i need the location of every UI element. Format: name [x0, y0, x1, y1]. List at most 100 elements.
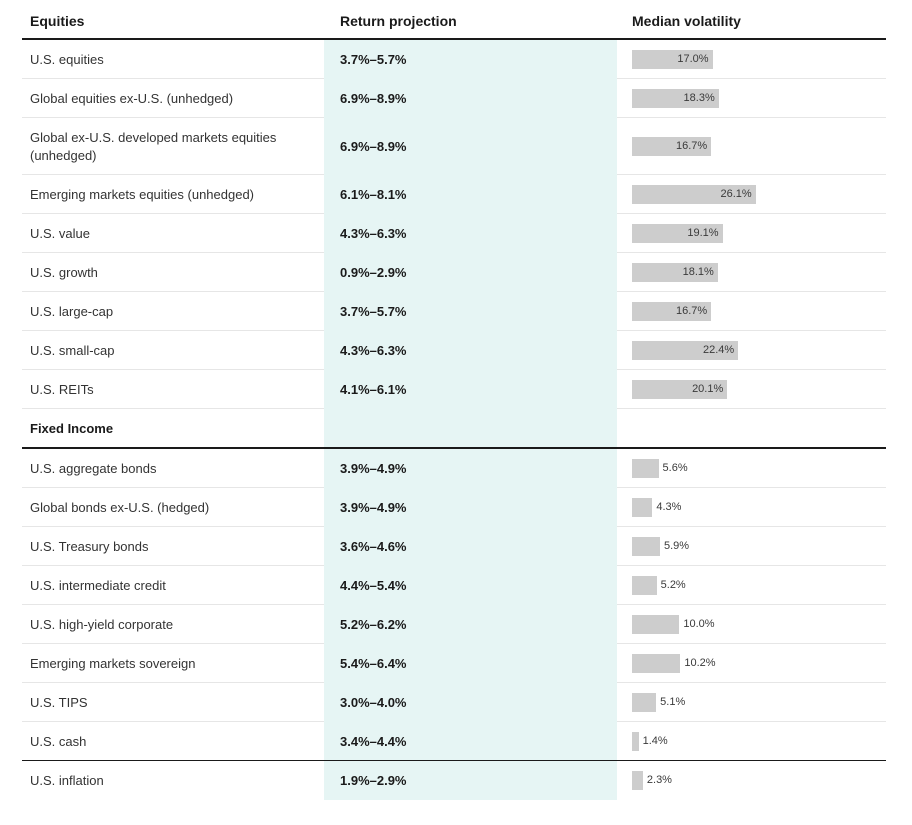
asset-label: U.S. TIPS [30, 694, 88, 710]
asset-label: U.S. value [30, 225, 90, 241]
volatility-cell: 2.3% [632, 761, 672, 800]
row-separator [617, 487, 886, 488]
volatility-label: 19.1% [687, 227, 719, 239]
table-row: U.S. intermediate credit 4.4%–5.4% 5.2% [22, 566, 886, 605]
return-projection-value: 1.9%–2.9% [340, 773, 407, 788]
row-separator [22, 174, 324, 175]
return-projection-value: 6.9%–8.9% [340, 91, 407, 106]
row-separator [617, 213, 886, 214]
return-projection-value: 0.9%–2.9% [340, 265, 407, 280]
row-separator [617, 643, 886, 644]
volatility-cell: 1.4% [632, 722, 668, 761]
volatility-bar: 26.1% [632, 185, 756, 204]
table-row: U.S. inflation 1.9%–2.9% 2.3% [22, 761, 886, 800]
row-separator [617, 78, 886, 79]
table-row: U.S. high-yield corporate 5.2%–6.2% 10.0% [22, 605, 886, 644]
volatility-cell: 5.2% [632, 566, 686, 605]
table-row: Global equities ex-U.S. (unhedged) 6.9%–8… [22, 79, 886, 118]
return-projection-value: 6.1%–8.1% [340, 187, 407, 202]
row-separator [617, 408, 886, 409]
volatility-label: 4.3% [656, 501, 682, 513]
volatility-bar: 16.7% [632, 302, 712, 321]
volatility-label: 2.3% [646, 774, 672, 786]
row-separator [22, 526, 324, 527]
row-separator [22, 682, 324, 683]
asset-label: Global equities ex-U.S. (unhedged) [30, 90, 234, 106]
volatility-bar: 18.3% [632, 89, 719, 108]
section-rule [22, 447, 886, 449]
table-row: U.S. TIPS 3.0%–4.0% 5.1% [22, 683, 886, 722]
volatility-bar: 22.4% [632, 341, 739, 360]
asset-label: U.S. large-cap [30, 303, 114, 319]
row-separator [22, 78, 324, 79]
volatility-cell: 10.0% [632, 605, 715, 644]
row-separator [22, 487, 324, 488]
volatility-label: 17.0% [677, 53, 709, 65]
volatility-cell: 17.0% [632, 40, 713, 79]
asset-label: Emerging markets equities (unhedged) [30, 186, 255, 202]
row-separator [617, 526, 886, 527]
volatility-bar: 5.2% [632, 576, 686, 595]
volatility-cell: 16.7% [632, 292, 712, 331]
volatility-bar: 2.3% [632, 771, 672, 790]
table-row: U.S. equities 3.7%–5.7% 17.0% [22, 40, 886, 79]
volatility-bar: 1.4% [632, 732, 668, 751]
row-separator [22, 604, 324, 605]
row-separator [22, 213, 324, 214]
return-projection-value: 3.9%–4.9% [340, 461, 407, 476]
table-row: U.S. REITs 4.1%–6.1% 20.1% [22, 370, 886, 409]
volatility-label: 16.7% [675, 305, 708, 317]
row-separator [617, 682, 886, 683]
row-separator [22, 643, 324, 644]
row-separator [22, 408, 324, 409]
section-header-row: Fixed Income [22, 409, 886, 448]
volatility-label: 16.7% [675, 140, 708, 152]
volatility-bar: 5.1% [632, 693, 685, 712]
asset-label: U.S. growth [30, 264, 98, 280]
volatility-bar: 17.0% [632, 50, 713, 69]
row-separator [22, 721, 324, 722]
asset-label: U.S. intermediate credit [30, 577, 166, 593]
asset-label: Global ex-U.S. developed markets equitie… [30, 129, 277, 163]
table-row: U.S. cash 3.4%–4.4% 1.4% [22, 722, 886, 761]
row-separator [617, 174, 886, 175]
volatility-bar: 10.2% [632, 654, 716, 673]
volatility-cell: 26.1% [632, 175, 756, 214]
return-projection-value: 4.1%–6.1% [340, 382, 407, 397]
table-row: Emerging markets equities (unhedged) 6.1%… [22, 175, 886, 214]
projection-table: Equities Return projection Median volati… [22, 0, 886, 825]
volatility-bar: 18.1% [632, 263, 718, 282]
row-separator [617, 721, 886, 722]
volatility-cell: 18.1% [632, 253, 718, 292]
volatility-label: 10.2% [684, 657, 716, 669]
row-separator [617, 369, 886, 370]
return-projection-highlight [324, 40, 617, 800]
table-row: Global bonds ex-U.S. (hedged) 3.9%–4.9% 4.… [22, 488, 886, 527]
table-row: Global ex-U.S. developed markets equitie… [22, 118, 886, 175]
volatility-cell: 4.3% [632, 488, 681, 527]
volatility-cell: 19.1% [632, 214, 723, 253]
volatility-cell: 20.1% [632, 370, 728, 409]
volatility-label: 5.2% [660, 579, 686, 591]
asset-label: Global bonds ex-U.S. (hedged) [30, 499, 210, 515]
return-projection-value: 3.7%–5.7% [340, 304, 407, 319]
volatility-cell: 18.3% [632, 79, 719, 118]
return-projection-value: 6.9%–8.9% [340, 139, 407, 154]
section-title-fixed-income: Fixed Income [30, 421, 114, 436]
return-projection-value: 4.3%–6.3% [340, 226, 407, 241]
header-rule [22, 38, 886, 40]
return-projection-value: 5.2%–6.2% [340, 617, 407, 632]
asset-label: U.S. Treasury bonds [30, 538, 149, 554]
asset-label: U.S. equities [30, 51, 104, 67]
return-projection-value: 4.4%–5.4% [340, 578, 407, 593]
row-separator [617, 565, 886, 566]
asset-label: U.S. REITs [30, 381, 94, 397]
volatility-bar: 10.0% [632, 615, 715, 634]
volatility-bar: 19.1% [632, 224, 723, 243]
asset-label: U.S. cash [30, 733, 87, 749]
return-projection-value: 4.3%–6.3% [340, 343, 407, 358]
volatility-bar: 16.7% [632, 137, 712, 156]
volatility-cell: 10.2% [632, 644, 716, 683]
asset-label: U.S. inflation [30, 772, 104, 788]
row-separator [22, 252, 324, 253]
